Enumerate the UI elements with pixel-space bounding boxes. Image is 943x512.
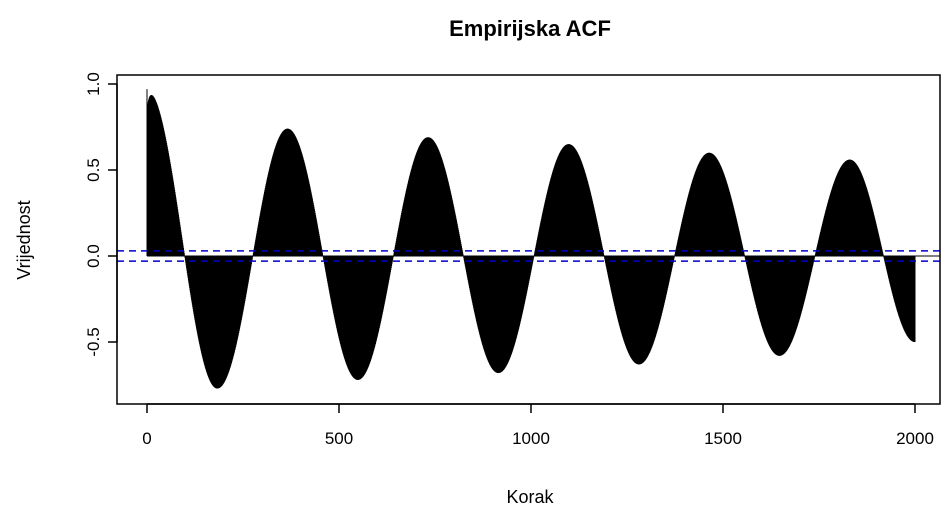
y-axis: -0.5 0.0 0.5 1.0 (84, 72, 118, 357)
x-tick-label: 2000 (896, 429, 934, 448)
y-axis-label: Vrijednost (14, 200, 34, 279)
acf-bars (146, 89, 940, 389)
confidence-bounds (117, 250, 940, 262)
x-tick-label: 0 (142, 429, 151, 448)
x-axis-label: Korak (506, 487, 554, 507)
x-tick-label: 500 (325, 429, 353, 448)
plot-frame (116, 74, 941, 405)
y-tick-label: 0.5 (84, 158, 103, 182)
y-tick-label: -0.5 (84, 327, 103, 356)
x-tick-label: 1000 (512, 429, 550, 448)
y-tick-label: 0.0 (84, 244, 103, 268)
x-axis: 0 500 1000 1500 2000 (142, 403, 934, 448)
y-tick-label: 1.0 (84, 72, 103, 96)
chart-title: Empirijska ACF (449, 16, 611, 41)
x-tick-label: 1500 (704, 429, 742, 448)
